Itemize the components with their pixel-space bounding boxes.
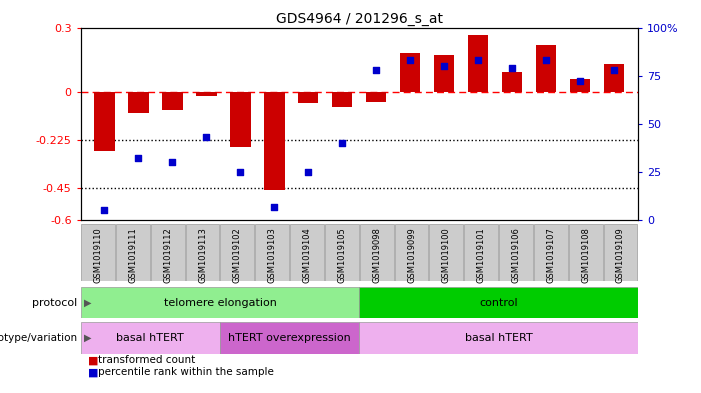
Bar — [81, 322, 220, 354]
Point — [575, 78, 586, 84]
Text: GSM1019113: GSM1019113 — [198, 227, 207, 283]
Bar — [359, 287, 638, 318]
Bar — [502, 72, 522, 92]
Point — [268, 204, 280, 210]
Text: GSM1019108: GSM1019108 — [581, 227, 590, 283]
Point — [303, 169, 314, 175]
Text: control: control — [479, 298, 518, 308]
Text: GSM1019098: GSM1019098 — [372, 227, 381, 283]
Bar — [604, 224, 637, 281]
Point — [235, 169, 246, 175]
Text: protocol: protocol — [32, 298, 77, 308]
Bar — [366, 92, 386, 103]
Bar — [298, 92, 318, 103]
Text: ■: ■ — [88, 367, 98, 377]
Text: GSM1019102: GSM1019102 — [233, 227, 242, 283]
Text: basal hTERT: basal hTERT — [116, 333, 184, 343]
Text: GSM1019105: GSM1019105 — [337, 227, 346, 283]
Bar — [264, 92, 285, 190]
Bar — [395, 224, 428, 281]
Bar — [434, 55, 454, 92]
Bar — [116, 224, 150, 281]
Bar — [325, 224, 359, 281]
Bar — [94, 92, 114, 151]
Bar — [255, 224, 289, 281]
Text: ■: ■ — [88, 355, 98, 365]
Text: GSM1019101: GSM1019101 — [477, 227, 486, 283]
Text: ▶: ▶ — [84, 333, 92, 343]
Text: GSM1019107: GSM1019107 — [546, 227, 555, 283]
Bar — [162, 92, 182, 110]
Bar — [196, 92, 217, 96]
Bar — [604, 64, 625, 92]
Bar — [81, 287, 359, 318]
Bar — [359, 322, 638, 354]
Point — [608, 67, 620, 73]
Text: GSM1019112: GSM1019112 — [163, 227, 172, 283]
Text: GSM1019104: GSM1019104 — [303, 227, 311, 283]
Point — [99, 208, 110, 214]
Point — [439, 63, 450, 69]
Bar — [400, 53, 421, 92]
Point — [336, 140, 348, 146]
Text: GSM1019110: GSM1019110 — [93, 227, 102, 283]
Text: basal hTERT: basal hTERT — [465, 333, 533, 343]
Point — [540, 57, 552, 63]
Bar — [186, 224, 219, 281]
Bar — [464, 224, 498, 281]
Text: GSM1019111: GSM1019111 — [128, 227, 137, 283]
Bar — [468, 35, 489, 92]
Point — [371, 67, 382, 73]
Bar — [220, 322, 359, 354]
Text: hTERT overexpression: hTERT overexpression — [229, 333, 351, 343]
Text: GSM1019099: GSM1019099 — [407, 227, 416, 283]
Bar — [534, 224, 568, 281]
Bar — [332, 92, 353, 107]
Bar — [570, 79, 590, 92]
Bar — [290, 224, 324, 281]
Bar — [128, 92, 149, 113]
Bar — [221, 224, 254, 281]
Text: GSM1019103: GSM1019103 — [268, 227, 277, 283]
Text: GSM1019109: GSM1019109 — [616, 227, 625, 283]
Point — [167, 159, 178, 165]
Text: genotype/variation: genotype/variation — [0, 333, 77, 343]
Bar — [81, 224, 115, 281]
Bar — [151, 224, 184, 281]
Point — [200, 134, 212, 140]
Text: telomere elongation: telomere elongation — [163, 298, 276, 308]
Point — [507, 65, 518, 71]
Bar — [430, 224, 463, 281]
Bar — [569, 224, 603, 281]
Bar — [360, 224, 393, 281]
Bar — [536, 45, 557, 92]
Bar — [230, 92, 250, 147]
Text: transformed count: transformed count — [98, 355, 196, 365]
Point — [132, 155, 144, 162]
Point — [404, 57, 416, 63]
Text: GSM1019106: GSM1019106 — [512, 227, 521, 283]
Text: ▶: ▶ — [84, 298, 92, 308]
Text: GSM1019100: GSM1019100 — [442, 227, 451, 283]
Title: GDS4964 / 201296_s_at: GDS4964 / 201296_s_at — [275, 13, 443, 26]
Text: percentile rank within the sample: percentile rank within the sample — [98, 367, 274, 377]
Point — [472, 57, 484, 63]
Bar — [499, 224, 533, 281]
